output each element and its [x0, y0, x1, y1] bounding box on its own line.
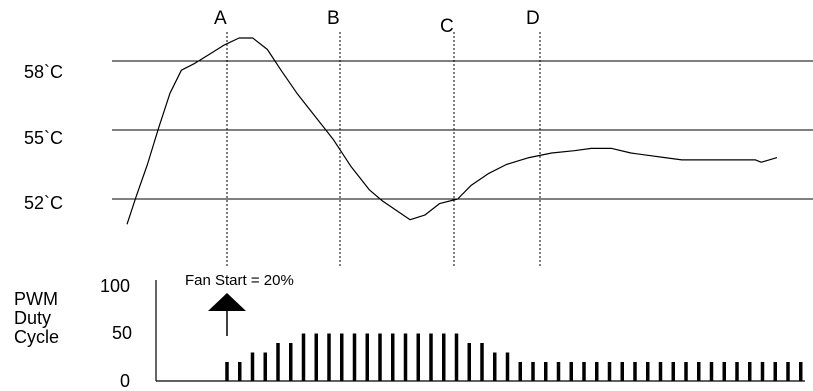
marker-c: C [440, 16, 454, 37]
pwm-tick-50: 50 [112, 323, 133, 343]
temperature-plot [112, 32, 813, 268]
pwm-bar [289, 343, 293, 381]
pwm-bar [544, 362, 548, 381]
pwm-title-line-2: Duty [14, 308, 52, 328]
pwm-bar [327, 333, 331, 381]
temp-label-55: 55`C [24, 128, 64, 148]
pwm-plot [155, 280, 805, 382]
fan-start-arrow [208, 293, 246, 336]
pwm-bar [569, 362, 573, 381]
marker-b: B [327, 8, 340, 29]
pwm-bar [365, 333, 369, 381]
pwm-bar [429, 333, 433, 381]
pwm-bar [722, 362, 726, 381]
pwm-bar [799, 362, 803, 381]
pwm-bar [697, 362, 701, 381]
arrow-up-icon [208, 293, 246, 311]
pwm-title-line-3: Cycle [14, 327, 60, 347]
marker-d: D [526, 8, 540, 29]
pwm-bar [595, 362, 599, 381]
event-marker-lines [226, 32, 541, 268]
pwm-bar [582, 362, 586, 381]
pwm-bar [416, 333, 420, 381]
pwm-bar [250, 352, 255, 381]
temp-label-58: 58`C [24, 62, 64, 82]
pwm-bar [607, 362, 612, 381]
pwm-bar [352, 333, 357, 381]
temperature-curve [126, 37, 778, 225]
pwm-bar [480, 343, 484, 381]
marker-a: A [214, 8, 227, 29]
pwm-bars [225, 333, 803, 381]
pwm-bar [633, 362, 637, 381]
pwm-bar [786, 362, 790, 381]
pwm-tick-100: 100 [100, 276, 131, 296]
pwm-bar [263, 352, 267, 381]
temp-label-52: 52`C [24, 193, 64, 213]
pwm-bar [301, 333, 306, 381]
pwm-bar [748, 362, 752, 381]
pwm-bar [467, 343, 471, 381]
pwm-bar [340, 333, 344, 381]
pwm-bar [684, 362, 688, 381]
pwm-bar [518, 362, 522, 381]
temperature-reference-lines [112, 60, 813, 200]
pwm-bar [276, 343, 280, 381]
pwm-bar [493, 352, 497, 381]
pwm-bar [238, 362, 242, 381]
pwm-title-line-1: PWM [14, 289, 58, 309]
pwm-bar [225, 362, 229, 381]
pwm-tick-0: 0 [120, 371, 131, 391]
pwm-bar [378, 333, 382, 381]
pwm-bar [505, 352, 510, 381]
pwm-bar [671, 362, 675, 381]
pwm-bar [391, 333, 395, 381]
pwm-bar [760, 362, 765, 381]
pwm-bar [709, 362, 714, 381]
pwm-bar [454, 333, 459, 381]
pwm-bar [531, 362, 535, 381]
pwm-bar [646, 362, 650, 381]
pwm-bar [442, 333, 446, 381]
pwm-bar [403, 333, 408, 381]
pwm-bar [735, 362, 739, 381]
pwm-bar [556, 362, 561, 381]
pwm-bar [620, 362, 624, 381]
pwm-bar [658, 362, 663, 381]
fan-start-annotation: Fan Start = 20% [185, 272, 294, 289]
pwm-bar [773, 362, 777, 381]
pwm-bar [314, 333, 318, 381]
